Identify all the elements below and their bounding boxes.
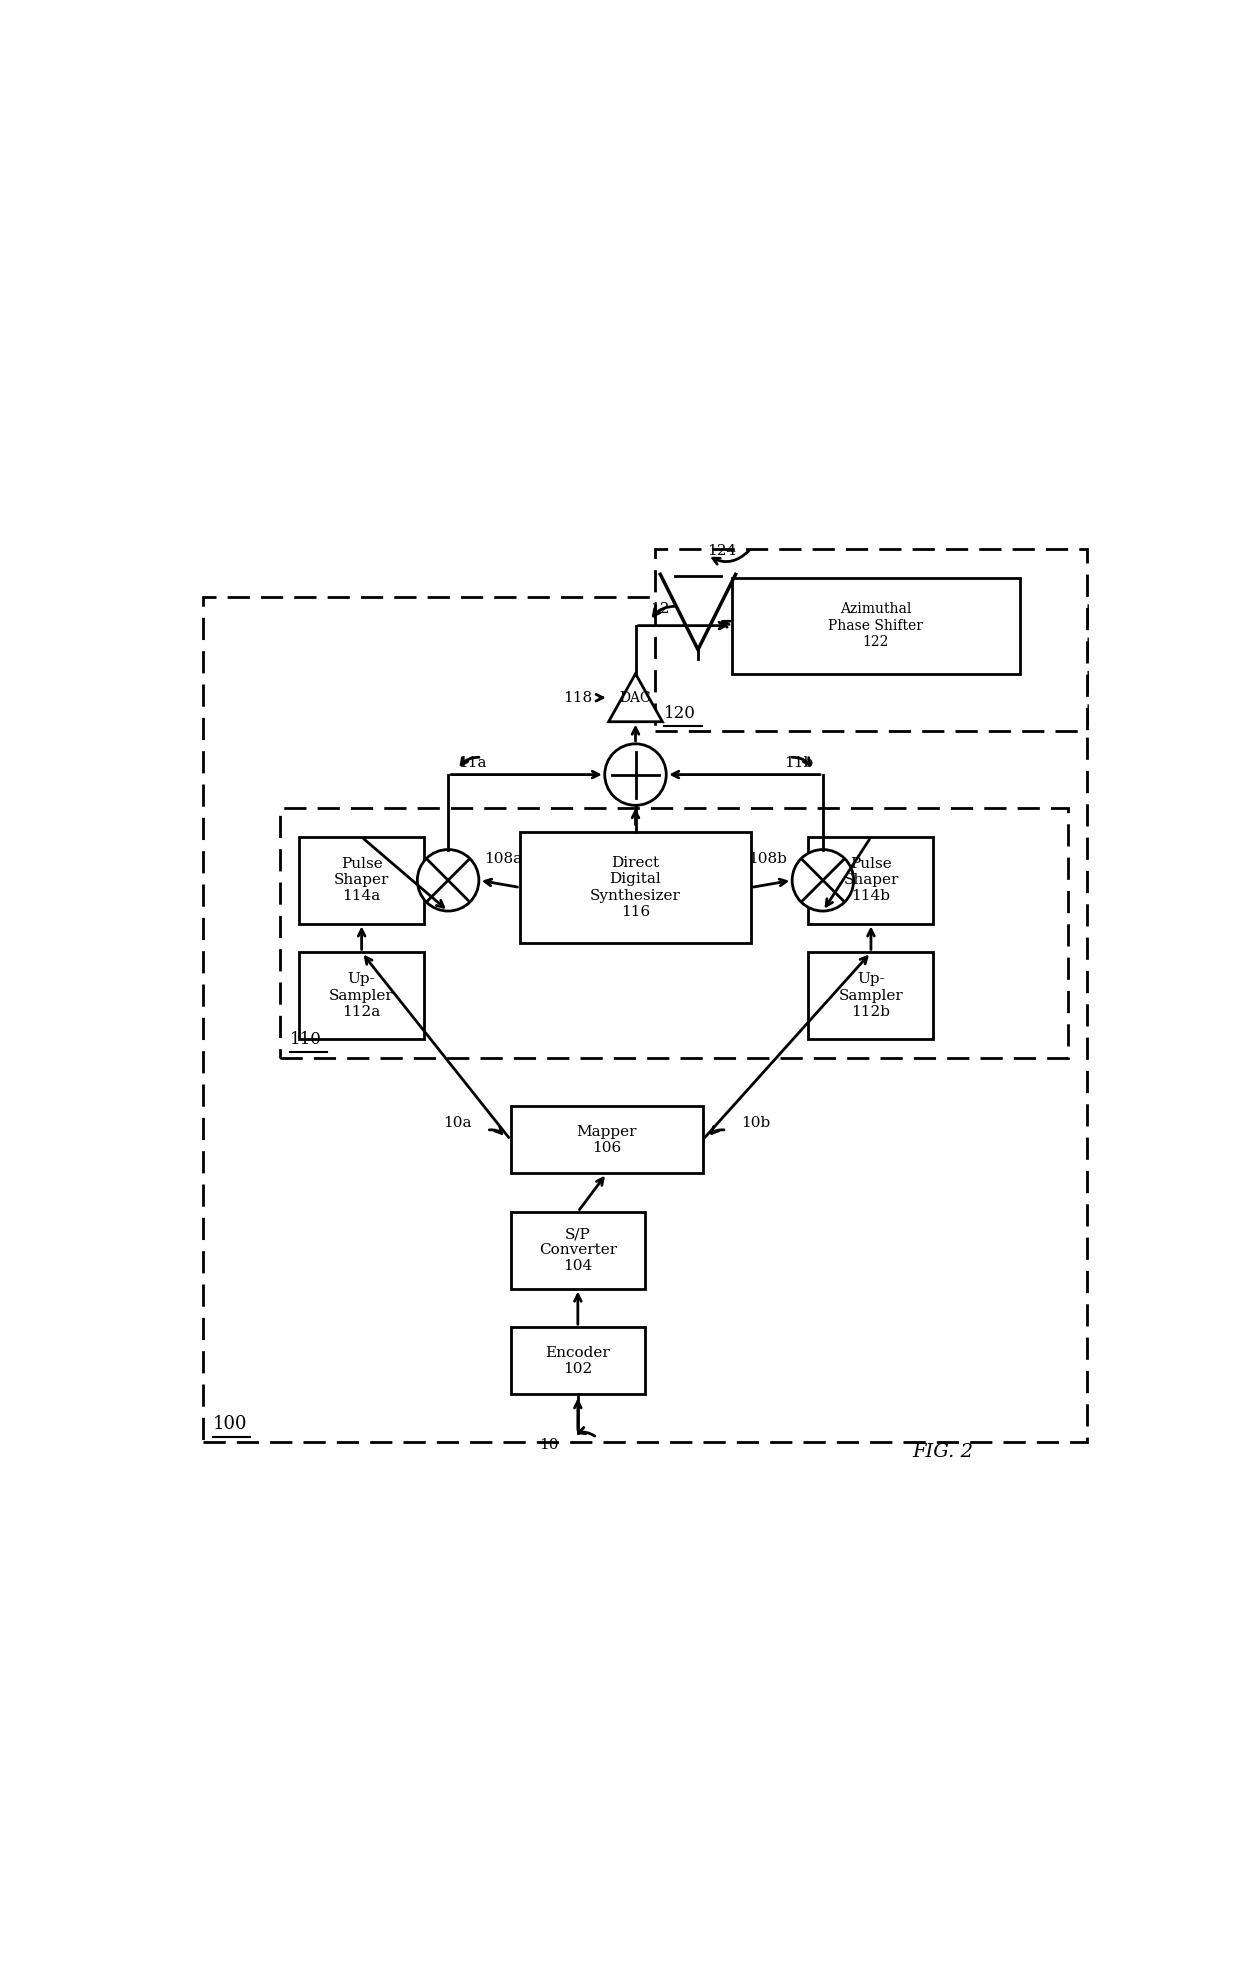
Text: 124: 124 (708, 543, 737, 559)
Text: 120: 120 (665, 704, 696, 722)
Text: Up-
Sampler
112b: Up- Sampler 112b (838, 973, 903, 1018)
Circle shape (792, 850, 853, 910)
Text: 110: 110 (290, 1032, 321, 1048)
Text: 108a: 108a (484, 852, 522, 865)
Text: 100: 100 (213, 1415, 247, 1432)
Text: 12: 12 (650, 602, 670, 616)
Text: Mapper
106: Mapper 106 (577, 1124, 637, 1156)
Bar (203, 596, 1087, 1442)
Bar (511, 1107, 703, 1173)
Text: FIG. 2: FIG. 2 (913, 1444, 973, 1462)
Bar (299, 838, 424, 924)
Circle shape (605, 744, 666, 804)
Bar (521, 832, 751, 944)
Bar (511, 1213, 645, 1289)
Text: Pulse
Shaper
114a: Pulse Shaper 114a (334, 857, 389, 903)
Text: 11b: 11b (784, 755, 813, 769)
Bar (299, 952, 424, 1038)
Text: S/P
Converter
104: S/P Converter 104 (538, 1226, 618, 1273)
Text: 10b: 10b (742, 1116, 770, 1130)
Text: 118: 118 (563, 691, 593, 704)
Bar (732, 577, 1019, 673)
Text: Direct
Digital
Synthesizer
116: Direct Digital Synthesizer 116 (590, 855, 681, 918)
Circle shape (418, 850, 479, 910)
Text: 11a: 11a (458, 755, 486, 769)
Text: Encoder
102: Encoder 102 (546, 1346, 610, 1375)
Bar (655, 549, 1087, 732)
Text: 10: 10 (539, 1438, 559, 1452)
Polygon shape (609, 673, 662, 722)
Text: Pulse
Shaper
114b: Pulse Shaper 114b (843, 857, 899, 903)
Bar (808, 838, 934, 924)
Text: DAC: DAC (620, 691, 651, 704)
Bar (808, 952, 934, 1038)
Bar (280, 808, 1068, 1058)
Bar (511, 1326, 645, 1395)
Text: Azimuthal
Phase Shifter
122: Azimuthal Phase Shifter 122 (828, 602, 924, 649)
Text: 10a: 10a (444, 1116, 472, 1130)
Text: 108b: 108b (749, 852, 787, 865)
Text: Up-
Sampler
112a: Up- Sampler 112a (330, 973, 394, 1018)
